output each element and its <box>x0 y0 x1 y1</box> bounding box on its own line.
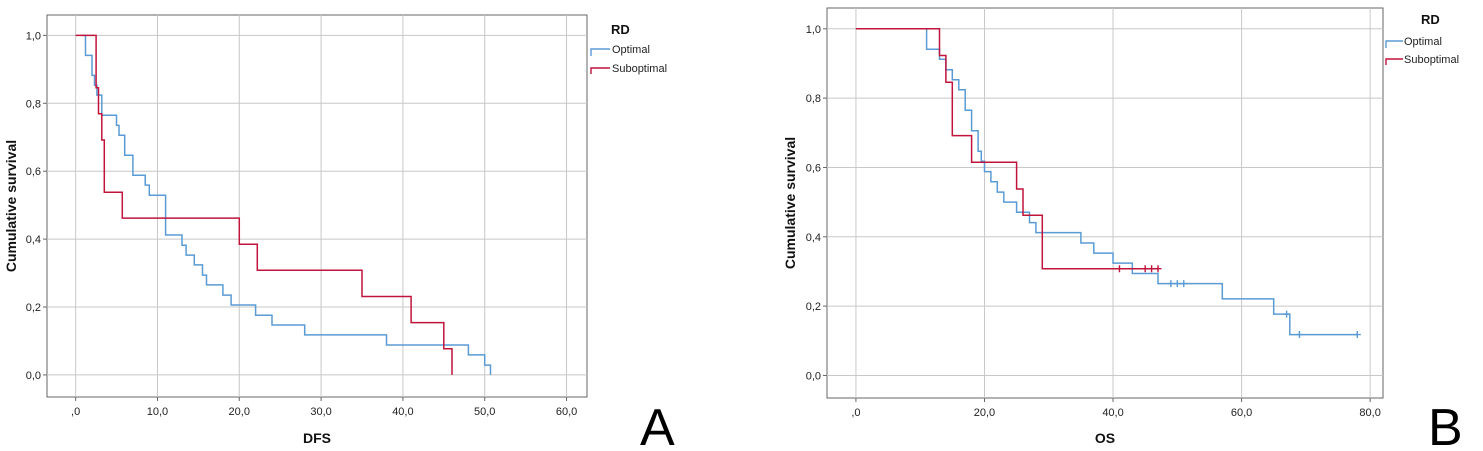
chart-panel-b: ,0 20,0 40,0 60,0 80,00,00,20,40,60,81,0 OS … <box>782 7 1463 451</box>
censor-mark-optimal-b <box>1353 331 1361 339</box>
censor-mark-suboptimal-b <box>1115 265 1123 273</box>
censor-mark-optimal-b <box>1173 280 1181 288</box>
x-tick-label-b: ,0 <box>851 407 860 419</box>
y-tick-label-a: 0,6 <box>26 166 41 178</box>
x-tick-label-a: 40,0 <box>392 406 413 418</box>
survival-curve-optimal-a <box>82 34 492 375</box>
legend-title-b: RD <box>1421 12 1440 27</box>
legend-label-suboptimal-b: Suboptimal <box>1404 54 1459 66</box>
x-tick-label-b: 20,0 <box>974 407 995 419</box>
grid-b <box>823 8 1383 402</box>
y-axis-title-b: Cumulative survival <box>782 137 798 269</box>
y-tick-label-a: 0,8 <box>26 98 41 110</box>
x-axis-title-b: OS <box>1095 430 1115 446</box>
x-tick-label-b: 60,0 <box>1231 407 1252 419</box>
legend-title-a: RD <box>611 22 630 37</box>
censor-mark-optimal-b <box>1295 331 1303 339</box>
y-tick-label-a: 1,0 <box>26 30 41 42</box>
censor-mark-optimal-b <box>1180 280 1188 288</box>
y-tick-label-b: 0,0 <box>806 370 821 382</box>
panel-label-a: A <box>640 399 675 451</box>
legend-label-optimal-a: Optimal <box>612 44 650 56</box>
survival-curves-a <box>75 34 492 375</box>
y-tick-label-b: 0,4 <box>806 232 821 244</box>
y-tick-label-a: 0,0 <box>26 370 41 382</box>
y-tick-label-b: 0,6 <box>806 162 821 174</box>
plot-area-a <box>46 14 588 398</box>
x-tick-label-a: 20,0 <box>229 406 250 418</box>
legend-swatch-optimal-b <box>1385 40 1403 48</box>
censor-mark-suboptimal-b <box>1141 265 1149 273</box>
censor-mark-optimal-b <box>1283 310 1291 318</box>
legend-b: RD Optimal Suboptimal <box>1385 12 1459 66</box>
x-axis-title-a: DFS <box>303 430 331 446</box>
y-tick-label-a: 0,2 <box>26 302 41 314</box>
x-tick-label-a: 10,0 <box>147 406 168 418</box>
survival-curve-suboptimal-b <box>855 28 1158 270</box>
y-tick-label-b: 1,0 <box>806 24 821 36</box>
survival-curves-b <box>855 28 1361 339</box>
legend-a: RD Optimal Suboptimal <box>590 22 667 75</box>
x-tick-label-b: 80,0 <box>1359 407 1380 419</box>
censor-mark-suboptimal-b <box>1148 265 1156 273</box>
y-axis-title-a: Cumulative survival <box>3 140 19 272</box>
chart-panel-a: ,0 10,0 20,0 30,0 40,0 50,0 60,0 0,0 0,2 0,4 0,6 0,… <box>3 14 675 451</box>
panel-label-b: B <box>1428 399 1463 451</box>
y-tick-label-a: 0,4 <box>26 234 41 246</box>
x-tick-label-a: 50,0 <box>474 406 495 418</box>
grid-a <box>43 15 587 401</box>
censor-mark-suboptimal-b <box>1154 265 1162 273</box>
legend-label-suboptimal-a: Suboptimal <box>612 63 667 75</box>
x-tick-label-b: 40,0 <box>1102 407 1123 419</box>
legend-swatch-optimal-a <box>590 48 610 56</box>
legend-label-optimal-b: Optimal <box>1404 36 1442 48</box>
survival-curve-optimal-b <box>855 28 1358 336</box>
plot-area-b <box>826 7 1384 399</box>
x-tick-label-a: 30,0 <box>310 406 331 418</box>
tick-labels-b: ,0 20,0 40,0 60,0 80,0 0,0 0,2 0,4 0,6 0,8 1,0 <box>806 24 1381 419</box>
legend-swatch-suboptimal-b <box>1385 58 1403 65</box>
survival-curve-suboptimal-a <box>75 34 453 375</box>
legend-swatch-suboptimal-a <box>590 67 610 74</box>
x-tick-label-a: 60,0 <box>556 406 577 418</box>
y-tick-label-b: 0,8 <box>806 93 821 105</box>
x-tick-label-a: ,0 <box>71 406 80 418</box>
tick-labels-a: ,0 10,0 20,0 30,0 40,0 50,0 60,0 0,0 0,2 0,4 0,6 0,… <box>26 30 578 418</box>
censor-mark-optimal-b <box>1167 280 1175 288</box>
y-tick-label-b: 0,2 <box>806 301 821 313</box>
